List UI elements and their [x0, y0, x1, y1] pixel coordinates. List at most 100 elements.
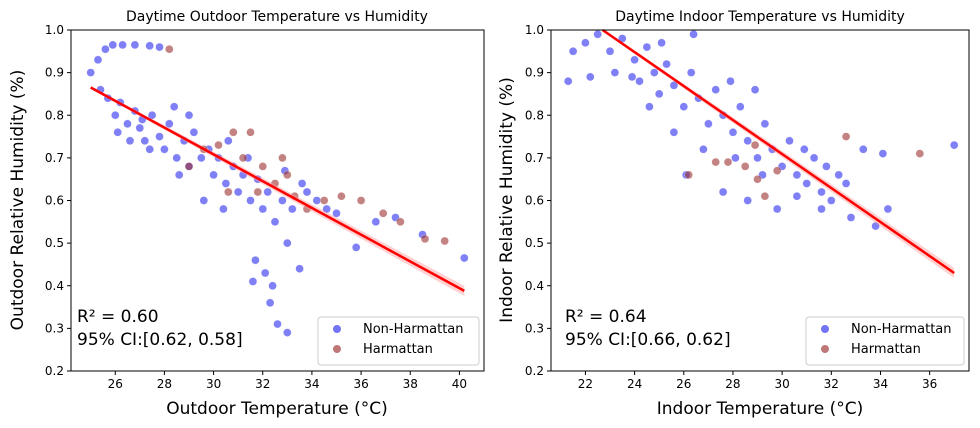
outdoor-y-tick-label: 0.9 — [45, 66, 64, 80]
indoor-r2-annotation: R² = 0.64 — [565, 307, 647, 327]
indoor-point-non-harmattan — [827, 196, 836, 205]
indoor-point-non-harmattan — [650, 68, 659, 77]
indoor-point-non-harmattan — [645, 102, 654, 111]
outdoor-x-tick-label: 30 — [206, 377, 221, 391]
outdoor-point-non-harmattan — [295, 264, 304, 273]
outdoor-x-tick-label: 28 — [157, 377, 172, 391]
outdoor-x-tick-label: 32 — [255, 377, 270, 391]
outdoor-point-non-harmattan — [371, 217, 381, 227]
outdoor-point-non-harmattan — [332, 209, 341, 218]
indoor-y-tick-label: 0.7 — [525, 151, 544, 165]
indoor-y-tick-label: 0.9 — [525, 66, 544, 80]
indoor-regression-line — [601, 28, 955, 275]
indoor-point-harmattan — [772, 166, 782, 175]
indoor-point-non-harmattan — [642, 42, 652, 52]
outdoor-point-non-harmattan — [260, 268, 270, 278]
outdoor-x-tick-label: 26 — [108, 377, 123, 391]
indoor-point-non-harmattan — [586, 72, 595, 82]
indoor-x-tick-label: 24 — [627, 377, 642, 391]
indoor-x-tick-label: 32 — [824, 377, 839, 391]
outdoor-legend-marker-non-harmattan — [333, 325, 341, 333]
indoor-y-tick-label: 1.0 — [525, 23, 544, 37]
outdoor-point-non-harmattan — [172, 153, 181, 163]
outdoor-point-non-harmattan — [108, 40, 118, 50]
outdoor-point-harmattan — [278, 153, 287, 163]
outdoor-ticks-layer: 26 28 30 32 34 36 38 40 0.2 0.3 0.4 0.5 0.6 0.7 0.8 0.9… — [45, 23, 467, 391]
outdoor-point-harmattan — [246, 128, 255, 137]
outdoor-point-non-harmattan — [101, 44, 110, 54]
indoor-points-layer — [563, 30, 959, 231]
indoor-point-non-harmattan — [772, 204, 782, 214]
indoor-point-non-harmattan — [800, 145, 809, 154]
outdoor-point-non-harmattan — [160, 145, 169, 154]
outdoor-point-non-harmattan — [93, 55, 103, 65]
outdoor-point-harmattan — [224, 187, 233, 197]
outdoor-legend-label-non-harmattan: Non-Harmattan — [363, 322, 464, 337]
indoor-point-non-harmattan — [731, 153, 740, 163]
indoor-x-axis-label: Indoor Temperature (°C) — [657, 399, 864, 419]
outdoor-point-non-harmattan — [155, 42, 164, 52]
outdoor-legend-box — [317, 316, 480, 366]
outdoor-regression-line — [90, 86, 465, 292]
outdoor-point-harmattan — [214, 140, 223, 150]
outdoor-point-non-harmattan — [125, 136, 135, 146]
indoor-point-non-harmattan — [809, 153, 819, 163]
indoor-point-harmattan — [915, 149, 925, 158]
outdoor-y-tick-label: 0.5 — [45, 236, 64, 250]
indoor-point-non-harmattan — [859, 145, 868, 154]
outdoor-point-non-harmattan — [322, 204, 331, 214]
indoor-point-harmattan — [740, 162, 750, 171]
outdoor-point-non-harmattan — [130, 40, 140, 50]
indoor-point-non-harmattan — [750, 85, 760, 94]
outdoor-point-non-harmattan — [145, 145, 154, 154]
indoor-x-tick-label: 22 — [578, 377, 593, 391]
panel-indoor: 22 24 26 28 30 32 34 36 0.2 0.3 0.4 0.5 0.6 0.7 0.8 0.9… — [497, 9, 970, 419]
indoor-point-non-harmattan — [726, 76, 735, 86]
outdoor-y-tick-label: 1.0 — [45, 23, 64, 37]
outdoor-y-tick-label: 0.3 — [45, 321, 64, 335]
outdoor-r2-annotation: R² = 0.60 — [77, 307, 159, 327]
indoor-point-non-harmattan — [949, 140, 959, 150]
outdoor-point-non-harmattan — [251, 255, 260, 265]
indoor-point-non-harmattan — [785, 136, 794, 146]
outdoor-point-harmattan — [337, 191, 346, 201]
indoor-y-tick-label: 0.4 — [525, 279, 544, 293]
outdoor-point-non-harmattan — [265, 298, 275, 308]
indoor-point-harmattan — [684, 170, 693, 180]
outdoor-point-non-harmattan — [460, 253, 469, 263]
indoor-point-non-harmattan — [841, 179, 851, 188]
outdoor-point-non-harmattan — [270, 217, 280, 227]
outdoor-x-tick-label: 34 — [304, 377, 319, 391]
outdoor-point-harmattan — [238, 153, 248, 163]
indoor-point-non-harmattan — [630, 55, 639, 65]
indoor-regression-layer — [601, 28, 955, 275]
indoor-point-non-harmattan — [753, 153, 762, 163]
indoor-point-non-harmattan — [711, 85, 720, 94]
indoor-point-non-harmattan — [593, 30, 602, 39]
outdoor-legend-label-harmattan: Harmattan — [363, 342, 433, 357]
indoor-point-non-harmattan — [817, 204, 826, 214]
indoor-y-tick-label: 0.8 — [525, 108, 544, 122]
indoor-point-harmattan — [723, 157, 733, 167]
indoor-point-non-harmattan — [699, 145, 708, 154]
outdoor-point-harmattan — [319, 196, 329, 205]
indoor-point-non-harmattan — [654, 89, 664, 99]
indoor-point-non-harmattan — [635, 76, 644, 86]
indoor-point-non-harmattan — [883, 204, 893, 214]
outdoor-point-non-harmattan — [248, 277, 258, 286]
outdoor-y-tick-label: 0.2 — [45, 364, 64, 378]
outdoor-point-non-harmattan — [263, 187, 272, 197]
outdoor-point-non-harmattan — [145, 41, 154, 51]
indoor-point-non-harmattan — [792, 170, 802, 180]
indoor-point-non-harmattan — [834, 170, 843, 180]
outdoor-point-non-harmattan — [86, 68, 95, 77]
outdoor-point-non-harmattan — [224, 136, 233, 146]
indoor-point-non-harmattan — [743, 196, 752, 205]
indoor-point-harmattan — [711, 157, 720, 167]
indoor-point-non-harmattan — [878, 149, 888, 158]
indoor-point-non-harmattan — [689, 30, 698, 39]
indoor-y-axis-label: Indoor Relative Humidity (%) — [497, 77, 517, 323]
indoor-point-non-harmattan — [657, 38, 666, 48]
outdoor-chart-title: Daytime Outdoor Temperature vs Humidity — [126, 9, 428, 25]
outdoor-legend: Non-Harmattan Harmattan — [317, 316, 480, 366]
